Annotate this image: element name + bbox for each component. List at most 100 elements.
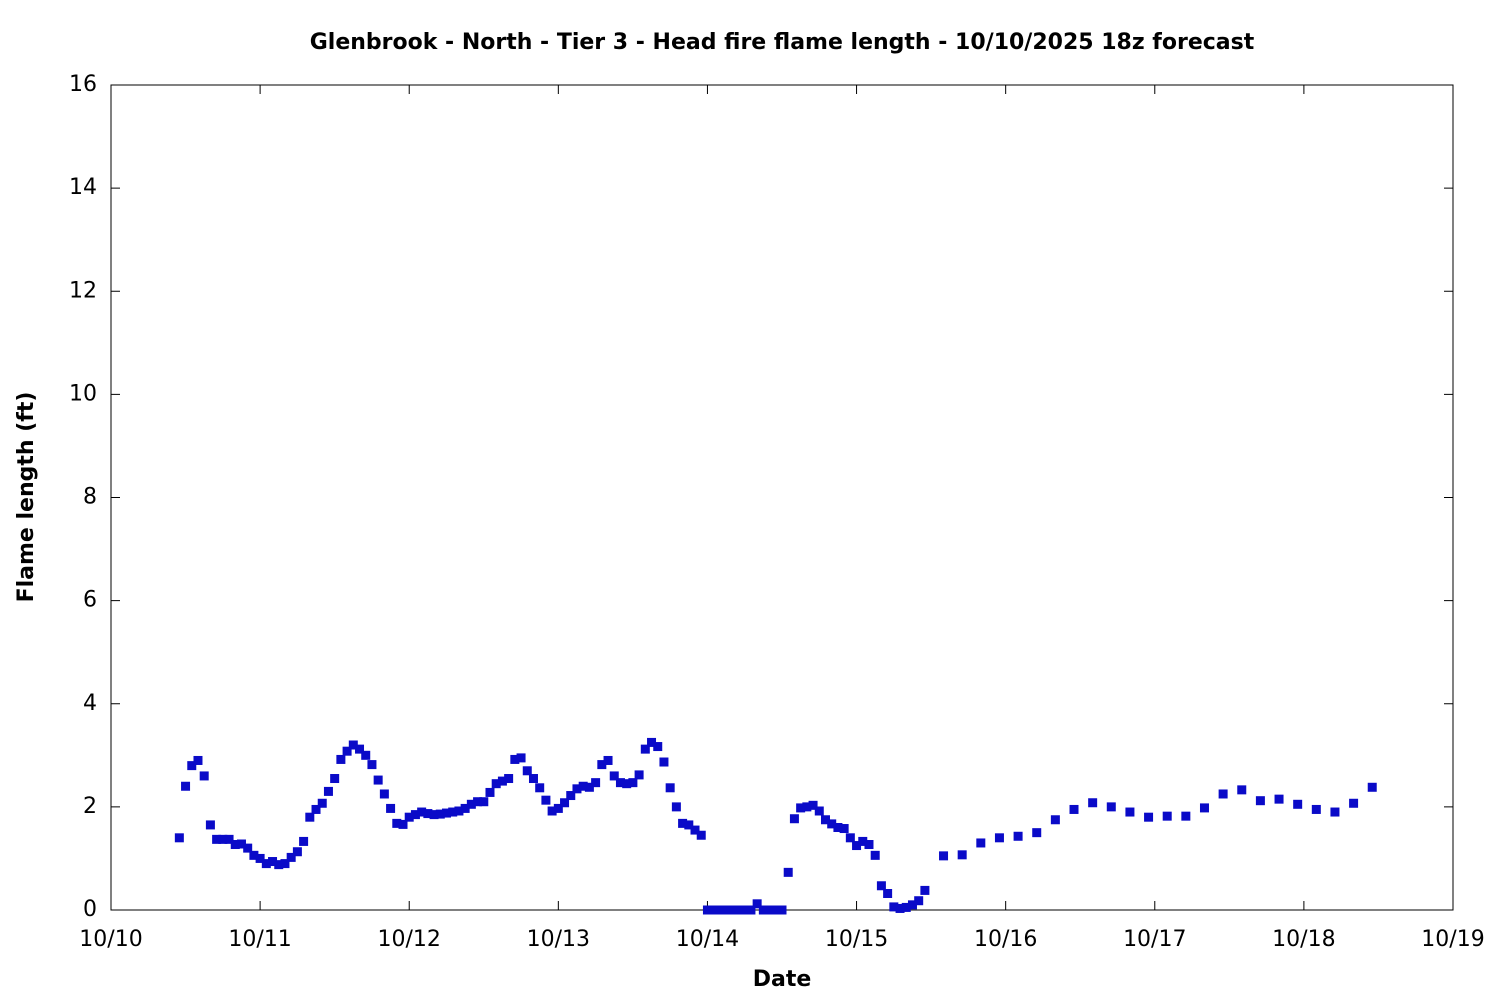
point (671, 802, 681, 812)
point (827, 819, 837, 829)
x-tick-label: 10/13 (527, 927, 590, 952)
point (410, 810, 420, 820)
point (1032, 828, 1042, 838)
point (858, 836, 868, 846)
point (1199, 803, 1209, 813)
point (243, 843, 253, 853)
point (361, 750, 371, 760)
point (1274, 794, 1284, 804)
point (193, 755, 203, 765)
point (218, 834, 228, 844)
point (205, 820, 215, 830)
point (1050, 815, 1060, 825)
point (591, 778, 601, 788)
point (771, 905, 781, 915)
point (1125, 807, 1135, 817)
point (174, 833, 184, 843)
point (647, 737, 657, 747)
point (535, 783, 545, 793)
point (386, 803, 396, 813)
point (820, 815, 830, 825)
point (187, 761, 197, 771)
point (845, 833, 855, 843)
point (305, 812, 315, 822)
point (348, 740, 358, 750)
point (212, 834, 222, 844)
point (740, 905, 750, 915)
x-tick-label: 10/11 (228, 927, 291, 952)
point (510, 754, 520, 764)
point (355, 744, 365, 754)
point (783, 867, 793, 877)
point (578, 781, 588, 791)
point (379, 789, 389, 799)
point (833, 823, 843, 832)
point (690, 825, 700, 835)
point (516, 753, 526, 763)
point (566, 791, 576, 801)
point (883, 889, 893, 898)
point (255, 853, 265, 863)
y-tick-label: 4 (83, 691, 97, 716)
point (181, 781, 191, 791)
point (404, 812, 414, 822)
point (839, 824, 849, 834)
point (1255, 796, 1265, 806)
point (603, 755, 613, 765)
y-tick-label: 14 (69, 175, 97, 200)
point (479, 797, 489, 807)
point (261, 859, 271, 869)
point (199, 771, 209, 781)
point (777, 905, 787, 915)
point (417, 807, 427, 817)
point (802, 802, 812, 812)
point (814, 806, 824, 816)
y-tick-label: 16 (69, 72, 97, 97)
point (286, 852, 296, 862)
point (292, 847, 302, 857)
point (330, 774, 340, 784)
point (460, 803, 470, 813)
point (367, 760, 377, 770)
point (429, 810, 439, 820)
point (1349, 798, 1359, 808)
point (870, 850, 880, 860)
x-tick-label: 10/17 (1123, 927, 1186, 952)
point (584, 782, 594, 792)
point (1088, 798, 1098, 808)
point (622, 779, 632, 789)
point (373, 775, 383, 785)
point (665, 783, 675, 793)
point (808, 800, 818, 810)
point (435, 809, 445, 819)
point (907, 900, 917, 910)
point (473, 797, 483, 807)
point (342, 746, 352, 756)
point (696, 830, 706, 840)
point (1106, 802, 1116, 812)
point (230, 840, 240, 850)
x-tick-label: 10/10 (79, 927, 142, 952)
point (1162, 811, 1172, 821)
point (522, 766, 532, 776)
point (765, 905, 775, 915)
point (423, 809, 433, 819)
point (572, 784, 582, 794)
point (1181, 811, 1191, 821)
point (1311, 804, 1321, 814)
point (1144, 812, 1154, 822)
point (336, 754, 346, 764)
point (609, 771, 619, 781)
point (448, 807, 458, 817)
point (727, 905, 737, 915)
point (597, 760, 607, 770)
point (299, 836, 309, 846)
point (939, 851, 949, 861)
x-tick-label: 10/19 (1421, 927, 1484, 952)
y-tick-label: 0 (83, 897, 97, 922)
point (914, 896, 924, 906)
point (311, 804, 321, 814)
point (323, 786, 333, 796)
point (553, 803, 563, 813)
